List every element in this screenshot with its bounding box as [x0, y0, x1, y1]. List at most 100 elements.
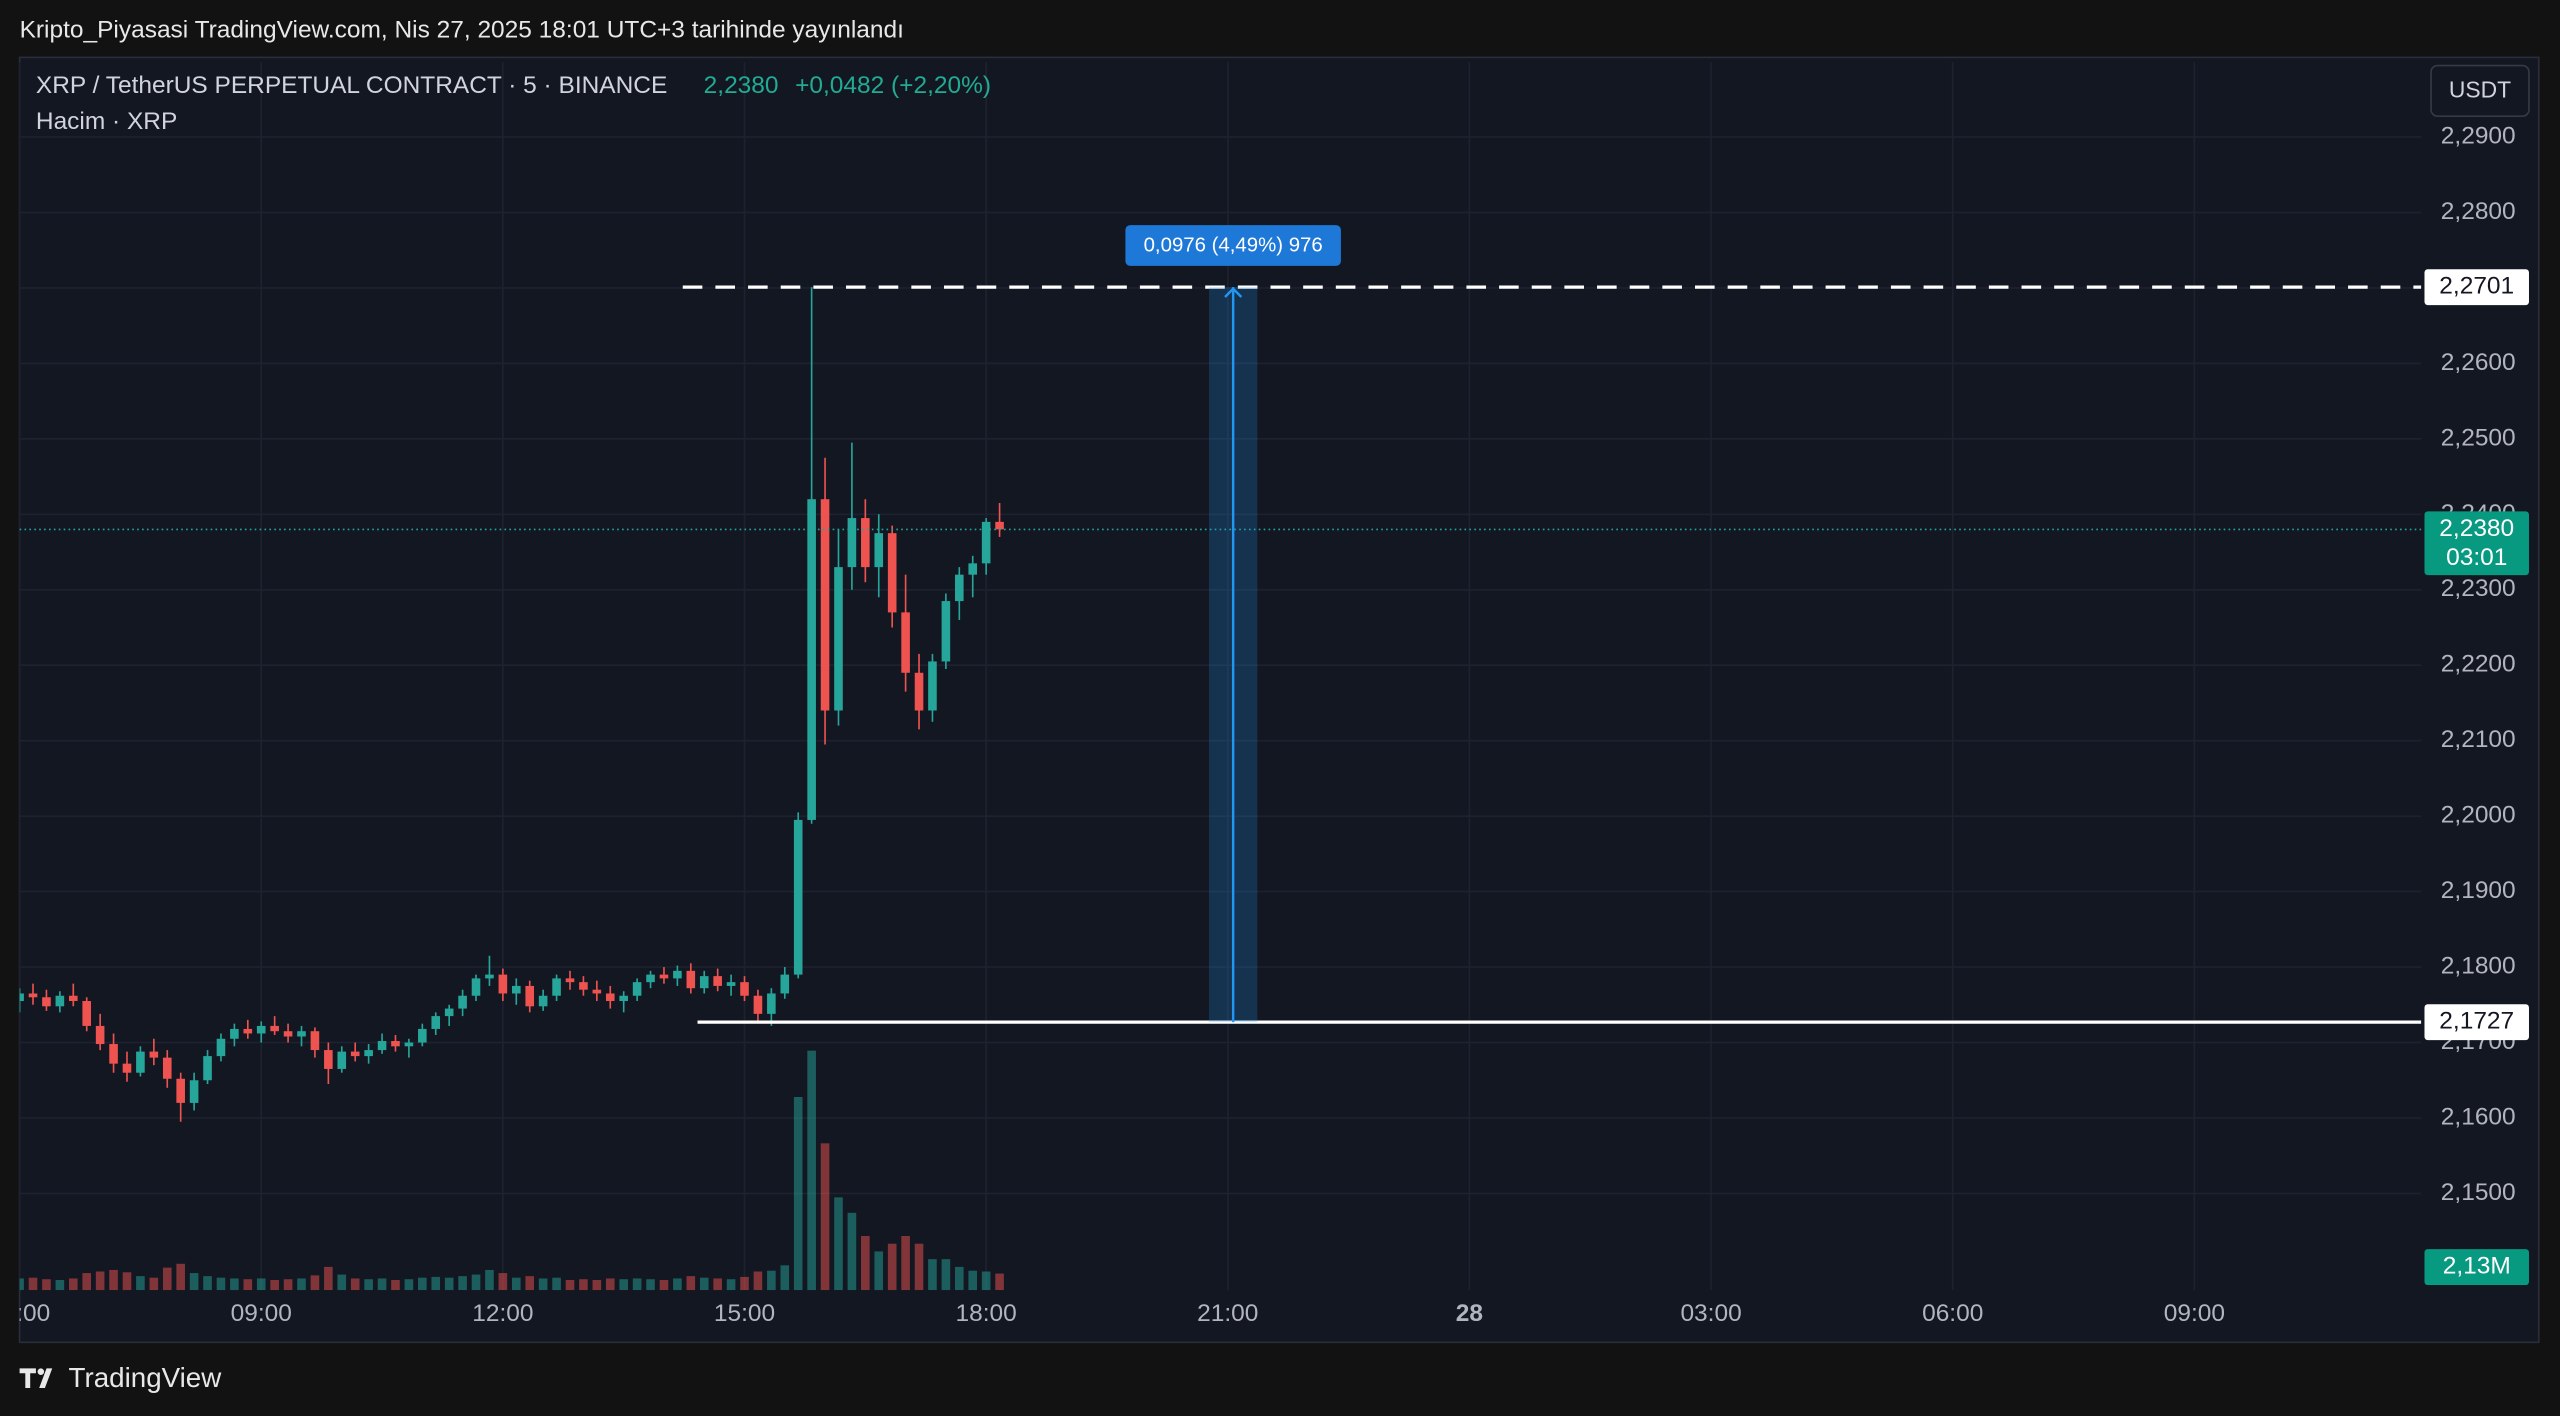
volume-bar [874, 1251, 884, 1291]
brand-name: TradingView [69, 1362, 223, 1393]
volume-bar [646, 1279, 655, 1291]
candle-body [834, 567, 843, 711]
volume-bar [283, 1279, 293, 1291]
chart-panel [18, 56, 2540, 1344]
candle-body [498, 974, 508, 994]
currency-label[interactable]: USDT [2449, 77, 2511, 103]
plot [19, 285, 2422, 1291]
volume-bar [270, 1280, 279, 1291]
current-price-box [2424, 511, 2529, 576]
candle-body [377, 1041, 387, 1051]
brand-logo [19, 1368, 53, 1388]
x-tick-label: 06:00 [1922, 1300, 1983, 1327]
currency-button[interactable] [2430, 64, 2530, 117]
candle-body [337, 1051, 347, 1069]
volume-bar [605, 1278, 615, 1291]
measure-arrow [1224, 287, 1243, 298]
candle-body [391, 1041, 400, 1047]
volume-bar [887, 1243, 897, 1291]
volume-bar [699, 1277, 709, 1291]
volume-bar [256, 1278, 266, 1291]
candle-body [189, 1080, 199, 1103]
overlay: 2,15002,16002,17002,18002,19002,20002,21… [1125, 122, 2529, 1286]
volume-bar [391, 1280, 400, 1291]
volume-bar [995, 1273, 1004, 1291]
candle-body [324, 1050, 333, 1069]
volume-bar [243, 1279, 253, 1291]
volume-bar [149, 1277, 159, 1291]
candle-body [230, 1028, 239, 1039]
volume-bar [981, 1271, 991, 1291]
candle-body [981, 521, 991, 564]
volume-bar [297, 1278, 306, 1291]
candle-body [485, 974, 494, 979]
y-tick-label: 2,2200 [2441, 651, 2516, 678]
y-tick-label: 2,2800 [2441, 198, 2516, 225]
candle-body [203, 1056, 212, 1081]
volume-bar [310, 1275, 320, 1291]
volume-bar [364, 1279, 373, 1291]
volume-bar [498, 1273, 508, 1291]
volume-bar [68, 1278, 78, 1291]
y-tick-label: 2,2000 [2441, 802, 2516, 829]
candle-body [270, 1025, 279, 1032]
volume-bar [834, 1197, 843, 1291]
candle-body [887, 533, 897, 613]
candle-body [767, 993, 776, 1014]
y-tick-label: 2,1900 [2441, 877, 2516, 904]
current-price-label: 2,2380 [2439, 515, 2514, 542]
volume-bar [122, 1272, 132, 1291]
x-tick-label: 21:00 [1197, 1300, 1258, 1327]
candle-body [901, 612, 910, 673]
volume-bar [914, 1243, 924, 1291]
level-label: 2,1727 [2439, 1008, 2514, 1035]
volume-bar [941, 1259, 951, 1291]
volume-label-box [2424, 1249, 2529, 1286]
candle-body [404, 1042, 414, 1047]
candle-body [968, 563, 978, 575]
candle-body [928, 661, 937, 711]
candle-body [820, 499, 830, 711]
volume-bar [230, 1278, 239, 1291]
candle-body [55, 995, 65, 1007]
candle-body [42, 997, 51, 1007]
candle-body [659, 974, 669, 979]
volume-bar [337, 1274, 347, 1291]
candle-body [283, 1031, 293, 1037]
candle-body [82, 1001, 92, 1026]
candle-body [646, 974, 655, 983]
volume-bar [109, 1269, 118, 1291]
volume-bar [807, 1050, 816, 1291]
x-tick-label: 06:00 [0, 1300, 50, 1327]
volume-bar [686, 1276, 696, 1291]
candle-body [364, 1050, 373, 1057]
volume-bar [203, 1276, 212, 1291]
x-tick-label: 12:00 [472, 1300, 533, 1327]
candle-body [565, 978, 575, 983]
volume-label: 2,13M [2443, 1253, 2511, 1280]
volume-bar [619, 1279, 628, 1291]
candle-body [28, 993, 38, 998]
volume-bar [28, 1277, 38, 1291]
candle-body [592, 989, 602, 994]
volume-bar [176, 1263, 185, 1291]
volume-bar [861, 1235, 870, 1291]
volume-bar [820, 1143, 830, 1291]
candle-body [471, 978, 481, 996]
candle-body [632, 982, 642, 996]
x-tick-label: 09:00 [2164, 1300, 2225, 1327]
volume-bar [552, 1277, 561, 1291]
candle-body [847, 518, 857, 568]
volume-bar [901, 1235, 910, 1291]
candle-body [619, 995, 628, 1002]
candle-body [297, 1031, 306, 1037]
volume-bar [579, 1279, 588, 1291]
candle-body [256, 1025, 266, 1034]
volume-bar [42, 1279, 51, 1291]
candle-body [552, 978, 561, 996]
volume-bar [324, 1266, 333, 1291]
level-label-box [2424, 1004, 2529, 1041]
candle-body [874, 533, 884, 568]
x-axis-labels: 06:00 09:00 12:00 15:00 18:00 21:00 28 03:00 06:… [0, 1300, 2225, 1327]
